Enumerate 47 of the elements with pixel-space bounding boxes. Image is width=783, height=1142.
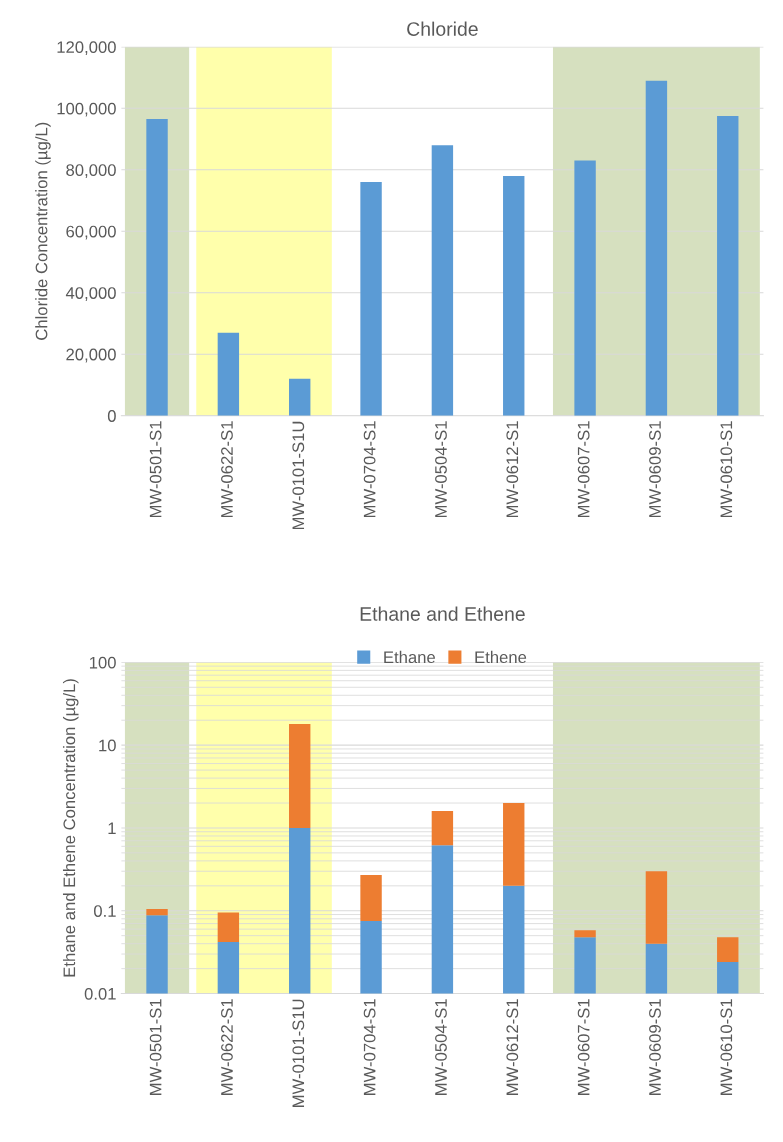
bar: [717, 115, 739, 416]
legend-label: Ethene: [475, 650, 527, 664]
y-axis-title: Ethane and Ethene Concentration (µg/L): [62, 679, 79, 977]
bar: [431, 811, 454, 846]
x-tick-label: MW-0609-S1: [649, 421, 661, 518]
x-tick-label: MW-0504-S1: [435, 421, 447, 518]
y-tick-label: 0.01: [84, 987, 116, 1000]
bar: [431, 145, 454, 416]
y-tick-label: 100: [89, 656, 116, 669]
chart-title: Ethane and Ethene: [360, 606, 525, 621]
x-tick-label: MW-0610-S1: [720, 421, 733, 518]
bar: [645, 80, 668, 416]
bar: [217, 332, 240, 416]
x-tick-label: MW-0704-S1: [363, 999, 376, 1095]
x-tick-label: MW-0501-S1: [149, 999, 162, 1095]
legend-label: Ethane: [384, 650, 435, 664]
x-tick-label: MW-0612-S1: [506, 999, 519, 1095]
bar: [574, 160, 596, 416]
y-tick-label: 100,000: [57, 102, 116, 117]
x-tick-label: MW-0607-S1: [577, 999, 590, 1095]
y-tick-label: 0: [107, 410, 116, 422]
y-tick-label: 10: [99, 739, 116, 752]
x-tick-label: MW-0612-S1: [506, 421, 519, 518]
bar: [146, 908, 168, 916]
x-tick-label: MW-0622-S1: [221, 421, 233, 518]
bar: [574, 930, 596, 938]
y-tick-label: 40,000: [65, 287, 116, 301]
x-tick-label: MW-0501-S1: [149, 421, 162, 518]
bar: [360, 182, 382, 416]
bar: [503, 175, 525, 416]
bar: [289, 378, 311, 416]
y-axis-title: Chloride Concentration (µg/L): [35, 122, 51, 340]
y-tick-label: 0.1: [93, 905, 116, 917]
x-tick-label: MW-0704-S1: [363, 421, 376, 518]
x-tick-label: MW-0504-S1: [435, 999, 447, 1095]
x-tick-label: MW-0101-S1U: [292, 421, 305, 530]
y-tick-label: 80,000: [66, 164, 116, 178]
x-tick-label: MW-0610-S1: [720, 999, 733, 1095]
x-tick-label: MW-0622-S1: [221, 999, 233, 1095]
y-tick-label: 120,000: [57, 41, 116, 55]
x-tick-label: MW-0607-S1: [577, 421, 590, 518]
chart-title: Chloride: [407, 21, 478, 36]
y-tick-label: 1: [108, 822, 116, 834]
x-tick-label: MW-0609-S1: [649, 999, 661, 1095]
x-tick-label: MW-0101-S1U: [292, 999, 305, 1107]
y-tick-label: 20,000: [66, 348, 116, 363]
y-tick-label: 60,000: [66, 225, 116, 240]
